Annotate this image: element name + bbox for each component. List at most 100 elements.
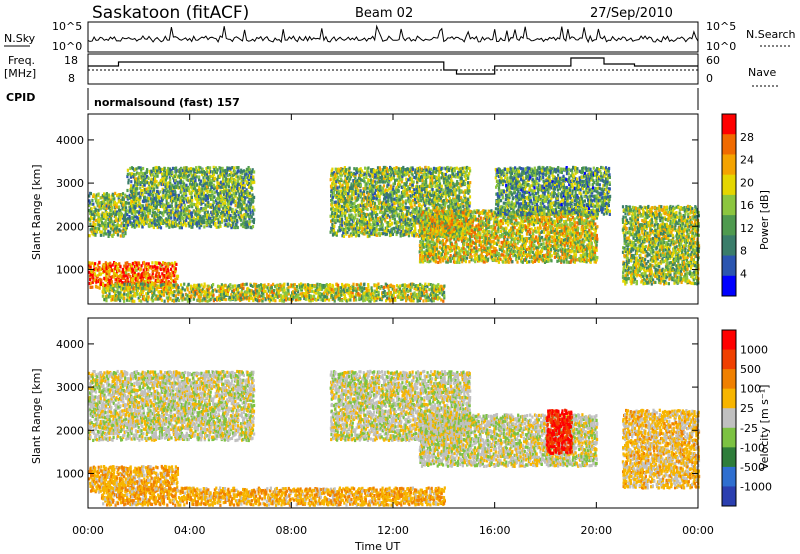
echo-cell bbox=[175, 263, 177, 266]
echo-cell bbox=[115, 262, 117, 265]
echo-cell bbox=[347, 298, 349, 301]
echo-cell bbox=[344, 294, 346, 297]
echo-cell bbox=[126, 189, 128, 192]
echo-cell bbox=[203, 225, 205, 228]
echo-cell bbox=[200, 293, 202, 296]
echo-cell bbox=[240, 219, 242, 222]
echo-cell bbox=[98, 227, 100, 230]
echo-cell bbox=[125, 210, 127, 213]
echo-cell bbox=[103, 206, 105, 209]
echo-cell bbox=[374, 290, 376, 293]
echo-cell bbox=[119, 265, 121, 268]
echo-cell bbox=[148, 295, 150, 298]
echo-cell bbox=[229, 283, 231, 286]
echo-cell bbox=[246, 220, 248, 223]
echo-cell bbox=[100, 234, 102, 237]
echo-cell bbox=[386, 296, 388, 299]
echo-cell bbox=[331, 294, 333, 297]
echo-cell bbox=[130, 180, 132, 183]
echo-cell bbox=[112, 220, 114, 223]
nsearch-tick-bottom: 10^0 bbox=[706, 40, 736, 53]
echo-cell bbox=[214, 177, 216, 180]
echo-cell bbox=[185, 224, 187, 227]
echo-cell bbox=[242, 293, 244, 296]
echo-cell bbox=[178, 286, 180, 289]
echo-cell bbox=[198, 175, 200, 178]
echo-cell bbox=[244, 290, 246, 293]
echo-cell bbox=[117, 233, 119, 236]
echo-cell bbox=[134, 213, 136, 216]
echo-cell bbox=[108, 194, 110, 197]
echo-cell bbox=[199, 166, 201, 169]
echo-cell bbox=[209, 194, 211, 197]
echo-cell bbox=[141, 264, 143, 267]
echo-cell bbox=[265, 290, 267, 293]
echo-cell bbox=[246, 283, 248, 286]
echo-cell bbox=[186, 287, 188, 290]
echo-cell bbox=[313, 295, 315, 298]
echo-cell bbox=[233, 166, 235, 169]
echo-cell bbox=[425, 299, 427, 302]
echo-cell bbox=[182, 217, 184, 220]
echo-cell bbox=[143, 207, 145, 210]
echo-cell bbox=[146, 168, 148, 171]
echo-cell bbox=[267, 283, 269, 286]
echo-cell bbox=[162, 214, 164, 217]
echo-cell bbox=[218, 215, 220, 218]
echo-cell bbox=[227, 293, 229, 296]
echo-cell bbox=[332, 285, 334, 288]
freq-line bbox=[88, 58, 698, 74]
echo-cell bbox=[237, 175, 239, 178]
echo-cell bbox=[154, 174, 156, 177]
echo-cell bbox=[188, 187, 190, 190]
echo-cell bbox=[125, 271, 127, 274]
echo-cell bbox=[220, 195, 222, 198]
echo-cell bbox=[161, 299, 163, 302]
echo-cell bbox=[132, 277, 134, 280]
echo-cell bbox=[237, 226, 239, 229]
echo-cell bbox=[118, 262, 120, 265]
echo-cell bbox=[121, 294, 123, 297]
echo-cell bbox=[256, 285, 258, 288]
freq-trace bbox=[88, 58, 698, 74]
echo-cell bbox=[152, 283, 154, 286]
echo-cell bbox=[209, 286, 211, 289]
echo-cell bbox=[334, 208, 336, 211]
echo-cell bbox=[127, 173, 129, 176]
echo-cell bbox=[107, 230, 109, 233]
echo-cell bbox=[194, 179, 196, 182]
date-label: 27/Sep/2010 bbox=[590, 6, 673, 21]
echo-cell bbox=[126, 202, 128, 205]
echo-cell bbox=[177, 275, 179, 278]
echo-cell bbox=[98, 193, 100, 196]
echo-cell bbox=[98, 209, 100, 212]
echo-cell bbox=[238, 284, 240, 287]
echo-cell bbox=[148, 273, 150, 276]
echo-cell bbox=[283, 283, 285, 286]
echo-cell bbox=[296, 285, 298, 288]
echo-cell bbox=[383, 286, 385, 289]
echo-cell bbox=[216, 290, 218, 293]
echo-cell bbox=[159, 275, 161, 278]
echo-cell bbox=[113, 197, 115, 200]
echo-cell bbox=[126, 299, 128, 302]
echo-cell bbox=[170, 216, 172, 219]
echo-cell bbox=[271, 286, 273, 289]
echo-cell bbox=[110, 203, 112, 206]
echo-cell bbox=[140, 268, 142, 271]
nave-label: Nave bbox=[748, 66, 776, 79]
echo-cell bbox=[191, 294, 193, 297]
echo-cell bbox=[98, 261, 100, 264]
echo-cell bbox=[171, 274, 173, 277]
echo-cell bbox=[237, 166, 239, 169]
echo-cell bbox=[207, 300, 209, 303]
nsearch-label: N.Search bbox=[746, 28, 796, 41]
echo-cell bbox=[328, 298, 330, 301]
echo-cell bbox=[207, 201, 209, 204]
echo-cell bbox=[152, 276, 154, 279]
freq-label-1: Freq. bbox=[8, 54, 35, 67]
echo-cell bbox=[135, 269, 137, 272]
echo-cell bbox=[157, 290, 159, 293]
echo-cell bbox=[183, 201, 185, 204]
echo-cell bbox=[109, 262, 111, 265]
